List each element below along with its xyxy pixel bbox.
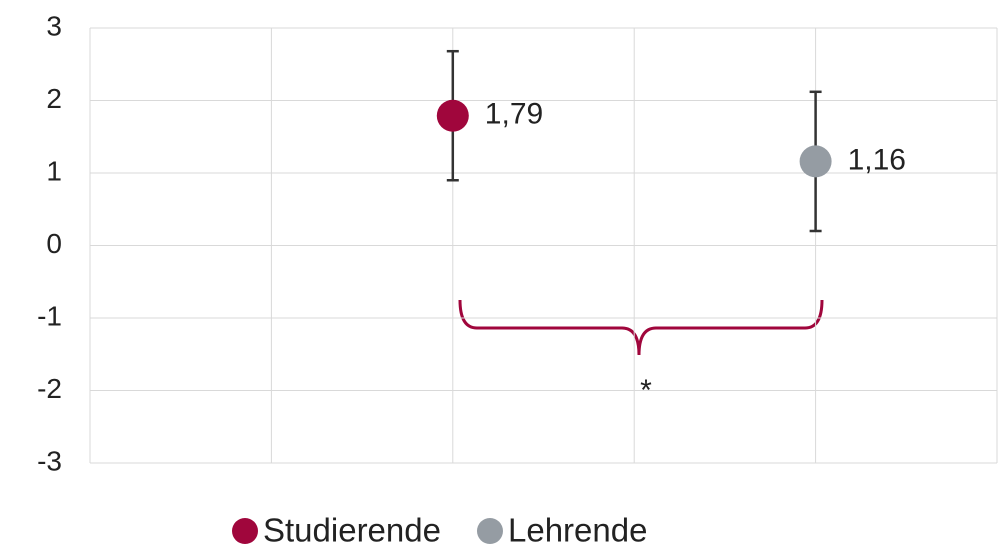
point (799, 145, 832, 178)
y-tick-label: 3 (46, 10, 62, 41)
y-tick-label: -3 (37, 445, 62, 476)
legend-label: Studierende (263, 512, 441, 549)
point (436, 99, 469, 132)
data-label: 1,16 (848, 143, 906, 176)
legend-marker (232, 518, 258, 544)
y-tick-label: 1 (46, 155, 62, 186)
y-tick-label: -1 (37, 300, 62, 331)
y-tick-label: -2 (37, 373, 62, 404)
y-tick-label: 0 (46, 228, 62, 259)
y-tick-label: 2 (46, 83, 62, 114)
legend-marker (476, 518, 503, 544)
legend-label: Lehrende (508, 512, 647, 549)
significance-brace (458, 299, 824, 356)
data-label: 1,79 (485, 98, 543, 131)
